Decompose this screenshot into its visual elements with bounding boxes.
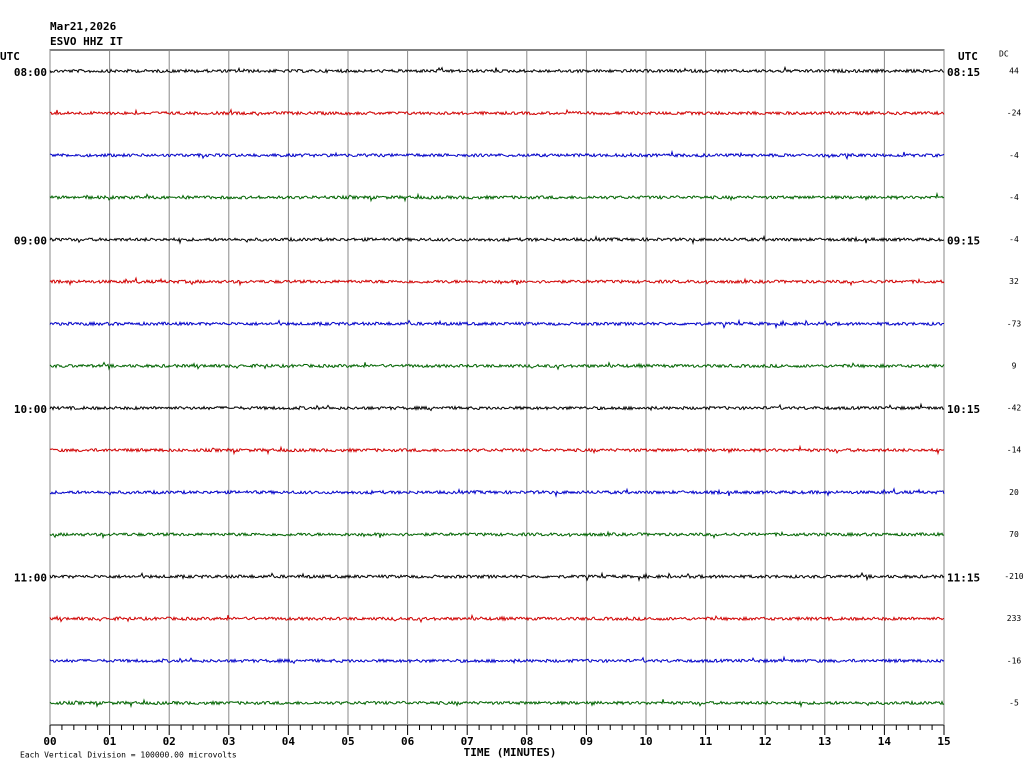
dc-offset: -4 (1009, 235, 1019, 244)
x-tick-label: 04 (282, 735, 296, 748)
dc-offset: 20 (1009, 488, 1019, 497)
dc-offset: -4 (1009, 151, 1019, 160)
x-tick-label: 01 (103, 735, 117, 748)
x-tick-label: 12 (759, 735, 772, 748)
left-axis-title: UTC (0, 50, 20, 63)
right-time-label: 11:15 (947, 572, 980, 585)
right-time-label: 09:15 (947, 235, 980, 248)
chart-subtitle: ESVO HHZ IT (50, 35, 123, 48)
seismic-trace (49, 444, 945, 456)
right-axis-title: UTC (958, 50, 978, 63)
dc-offset: -4 (1009, 193, 1019, 202)
dc-offset: -24 (1007, 109, 1022, 118)
x-tick-label: 11 (699, 735, 713, 748)
x-tick-label: 15 (937, 735, 950, 748)
dc-offset: -16 (1007, 656, 1022, 665)
x-tick-label: 06 (401, 735, 415, 748)
left-time-label: 08:00 (14, 66, 47, 79)
x-tick-label: 03 (222, 735, 235, 748)
left-time-label: 09:00 (14, 235, 47, 248)
x-tick-label: 14 (878, 735, 892, 748)
right-time-label: 08:15 (947, 66, 980, 79)
x-tick-label: 05 (341, 735, 354, 748)
dc-offset: -42 (1007, 404, 1022, 413)
left-time-label: 10:00 (14, 403, 47, 416)
x-axis-title: TIME (MINUTES) (464, 746, 557, 759)
seismic-trace (49, 530, 945, 540)
chart-title: Mar21,2026 (50, 20, 117, 33)
dc-offset: 44 (1009, 67, 1019, 76)
seismic-trace (49, 65, 945, 74)
dc-offset: -5 (1009, 698, 1019, 707)
dc-title: DC (999, 50, 1009, 59)
dc-offset: 32 (1009, 277, 1019, 286)
dc-offset: -210 (1004, 572, 1023, 581)
footer: Each Vertical Division = 100000.00 micro… (20, 751, 237, 760)
seismic-trace (49, 655, 945, 665)
seismic-trace (49, 318, 944, 330)
x-tick-label: 08 (520, 735, 533, 748)
seismic-trace (49, 402, 945, 412)
seismic-trace (49, 487, 945, 498)
seismic-trace (49, 191, 945, 203)
x-tick-label: 00 (43, 735, 56, 748)
x-tick-label: 07 (461, 735, 474, 748)
seismic-trace (49, 234, 945, 246)
x-tick-label: 13 (818, 735, 831, 748)
dc-offset: -14 (1007, 446, 1022, 455)
seismic-trace (49, 571, 945, 582)
seismic-trace (49, 276, 945, 287)
seismic-trace (49, 108, 945, 117)
dc-offset: 233 (1007, 614, 1022, 623)
x-tick-label: 10 (639, 735, 652, 748)
left-time-label: 11:00 (14, 572, 47, 585)
seismic-trace (49, 361, 945, 371)
dc-offset: 9 (1012, 361, 1017, 370)
right-time-label: 10:15 (947, 403, 980, 416)
seismic-trace (49, 149, 945, 161)
seismic-trace (49, 613, 945, 624)
dc-offset: 70 (1009, 530, 1019, 539)
seismic-trace (49, 698, 945, 709)
x-tick-label: 02 (163, 735, 176, 748)
x-tick-label: 09 (580, 735, 593, 748)
dc-offset: -73 (1007, 319, 1022, 328)
